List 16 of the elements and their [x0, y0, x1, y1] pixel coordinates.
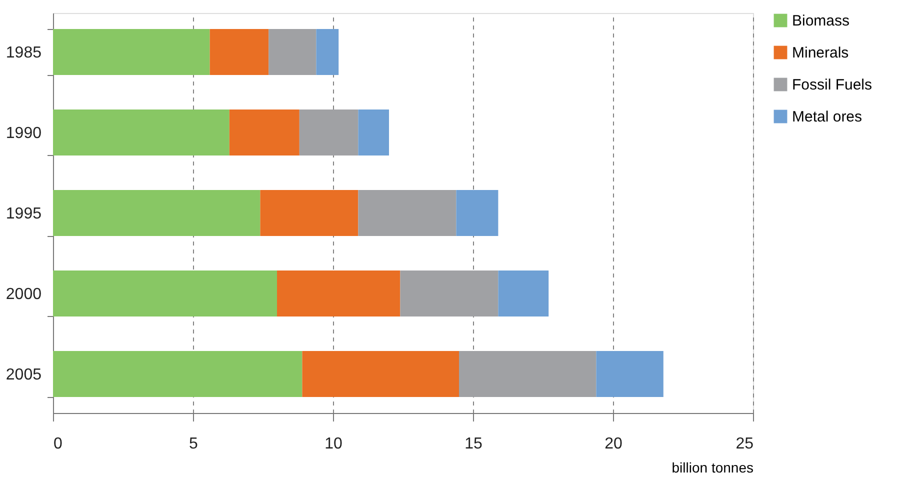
legend-label: Minerals [792, 44, 849, 62]
y-tick-label: 2005 [6, 366, 42, 384]
legend-label: Fossil Fuels [792, 76, 872, 94]
x-axis-title: billion tonnes [672, 460, 754, 476]
y-tick-label: 2000 [6, 286, 42, 303]
x-tick-label: 0 [54, 436, 62, 452]
x-tick-label: 25 [736, 436, 754, 452]
x-tick-label: 20 [604, 436, 622, 452]
y-tick-label: 1990 [6, 125, 42, 142]
y-tick-label: 1995 [6, 206, 42, 222]
x-tick-label: 10 [324, 436, 342, 452]
x-tick-label: 15 [464, 436, 482, 452]
legend-label: Metal ores [792, 108, 862, 126]
x-tick-label: 5 [189, 436, 198, 452]
y-tick-label: 1985 [6, 44, 42, 62]
legend-label: Biomass [792, 12, 850, 30]
